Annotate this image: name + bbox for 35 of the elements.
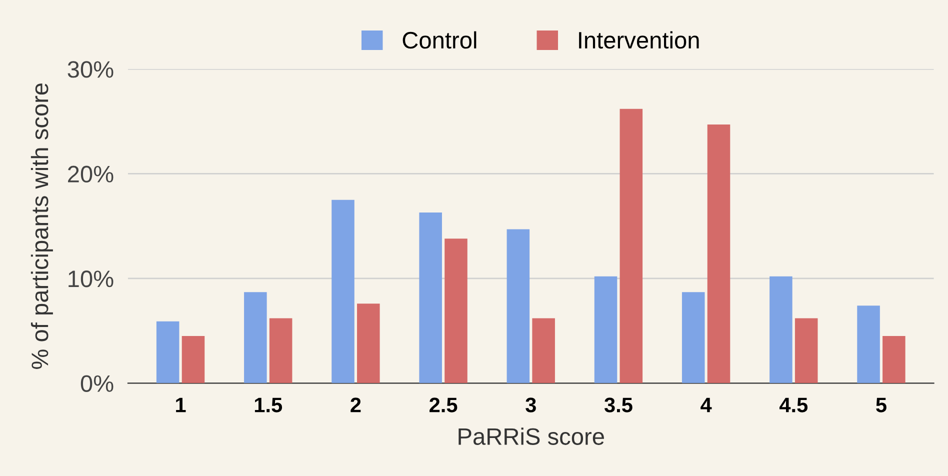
y-axis-title: % of participants with score	[30, 83, 53, 369]
legend-label: Control	[402, 31, 476, 49]
x-tick-label: 1.5	[254, 398, 282, 412]
bar	[857, 306, 880, 384]
x-tick-label: 4.5	[779, 398, 808, 412]
x-tick-label: 1	[176, 398, 186, 412]
x-tick-label: 2	[350, 398, 361, 412]
x-tick-label: 5	[876, 398, 886, 412]
bar	[794, 318, 818, 384]
bar	[444, 238, 468, 384]
bar	[682, 292, 705, 384]
bar	[532, 318, 555, 384]
bar	[182, 336, 205, 384]
y-tick-label: 30%	[68, 61, 114, 78]
bar	[620, 108, 643, 384]
y-tick-label: 10%	[68, 270, 114, 288]
legend-label: Intervention	[579, 31, 699, 49]
bar	[332, 200, 354, 384]
x-axis-title: PaRRiS score	[458, 428, 604, 445]
bar	[244, 292, 267, 384]
bar	[269, 318, 292, 384]
bar	[419, 212, 442, 384]
bar	[506, 229, 530, 384]
bar	[357, 304, 380, 384]
y-tick-label: 20%	[68, 166, 114, 183]
bar	[882, 336, 906, 384]
x-tick-label: 3.5	[604, 398, 632, 412]
x-tick-label: 4	[700, 398, 712, 412]
x-tick-label: 3	[526, 398, 536, 412]
x-tick-label: 2.5	[430, 398, 458, 412]
bar	[707, 124, 730, 384]
bar	[770, 276, 792, 384]
bar	[594, 276, 618, 384]
y-tick-label: 0%	[80, 375, 114, 392]
bar	[156, 321, 180, 384]
